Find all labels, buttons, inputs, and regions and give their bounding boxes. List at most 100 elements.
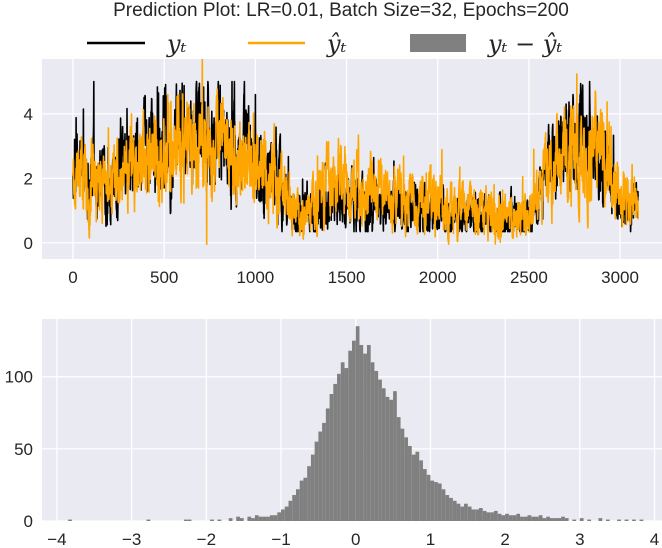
histogram-bar [520,516,524,521]
histogram-bar [512,515,517,521]
histogram-bar [333,383,338,521]
x-tick-label: −1 [271,530,290,548]
histogram-bar [266,516,270,521]
histogram-bar [389,399,394,521]
histogram-bar [262,516,267,521]
histogram-bar [422,469,427,521]
histogram-bar [299,480,304,521]
histogram-bar [355,326,360,521]
y-tick-label: 2 [24,169,33,188]
histogram-bar [310,454,315,521]
x-tick-label: 2000 [419,268,457,287]
histogram-bar [288,500,293,521]
histogram-bar [549,518,554,521]
histogram-bar [471,509,476,521]
histogram-bar [505,513,509,521]
y-tick-label: 100 [5,368,33,387]
histogram-bar [441,489,446,521]
legend-label-residual: yₜ − ŷₜ [487,30,562,58]
histogram-bar [598,518,603,521]
histogram-bar [370,362,375,521]
x-tick-label: 3 [575,530,584,548]
legend-label-predicted: ŷₜ [326,30,347,58]
histogram-bar [303,477,308,521]
histogram-bar [561,516,565,521]
histogram-bar [187,519,192,521]
time-series-plot: 0 500 1000 1500 2000 2500 3000 0 2 4 [24,59,662,287]
histogram-bar [318,431,323,521]
histogram-bar [322,422,326,521]
histogram-bar [617,519,621,521]
histogram-bar [352,340,356,521]
histogram-bar [381,388,386,521]
histogram-bar [557,518,562,521]
legend-swatch-residual [410,34,466,52]
x-tick-label: 1000 [236,268,274,287]
x-tick-label: 4 [650,530,659,548]
histogram-bar [284,506,289,521]
histogram-bar [258,516,263,521]
histogram-bar [68,519,72,521]
legend-label-actual: yₜ [166,30,187,58]
histogram-bar [415,451,420,521]
series-line-predicted [72,59,639,245]
histogram-bar [348,350,352,521]
y-tick-label: 0 [24,512,33,531]
histogram-bar [434,482,438,521]
x-tick-label: 2500 [510,268,548,287]
histogram-bar [531,516,536,521]
histogram-bar [292,495,296,521]
histogram-bar [605,519,610,521]
histogram-bar [314,441,319,521]
x-tick-label: 500 [150,268,178,287]
histogram-bar [452,500,457,521]
x-tick-label: −4 [47,530,66,548]
x-tick-label: 2 [500,530,509,548]
histogram-bar [572,519,577,521]
x-tick-label: 0 [351,530,360,548]
histogram-bar [269,515,274,521]
histogram-bar [464,503,468,521]
histogram-bar [378,379,382,521]
histogram-bar [553,518,558,521]
histogram-bar [460,506,465,521]
histogram-bar [523,516,528,521]
histogram-bar [408,445,412,521]
histogram-bar [217,519,222,521]
histogram-bar [385,396,390,521]
histogram-bar [236,516,240,521]
histogram-bar [478,508,483,521]
histogram-bar [251,518,255,521]
y-tick-label: 4 [24,105,33,124]
x-tick-label: −3 [122,530,141,548]
histogram-bar [247,516,252,521]
histogram-bar [374,370,379,521]
histogram-bar [273,515,278,521]
histogram-bar [325,408,330,521]
histogram-bar [254,515,259,521]
histogram-bar [239,518,244,521]
histogram-bar [337,373,341,521]
histogram-bar [307,466,311,521]
histogram-bar [632,519,636,521]
histogram-bar [393,391,397,521]
x-tick-label: 0 [68,268,77,287]
histogram-bar [419,460,423,521]
histogram-bar [146,519,151,521]
histogram-bar [183,519,188,521]
histogram-bar [396,417,401,521]
histogram-bar [456,503,461,521]
histogram-bar [277,512,282,521]
histogram-bar [228,518,233,521]
histogram-bar [564,518,569,521]
histogram-bar [527,515,532,521]
y-tick-label: 0 [24,234,33,253]
histogram-bar [501,515,506,521]
histogram-bar [508,515,513,521]
histogram-bar [400,428,405,521]
histogram-bar [579,518,584,521]
histogram-bar [624,519,629,521]
histogram-bar [426,474,431,521]
histogram-bar [445,495,450,521]
x-tick-label: 1 [426,530,435,548]
